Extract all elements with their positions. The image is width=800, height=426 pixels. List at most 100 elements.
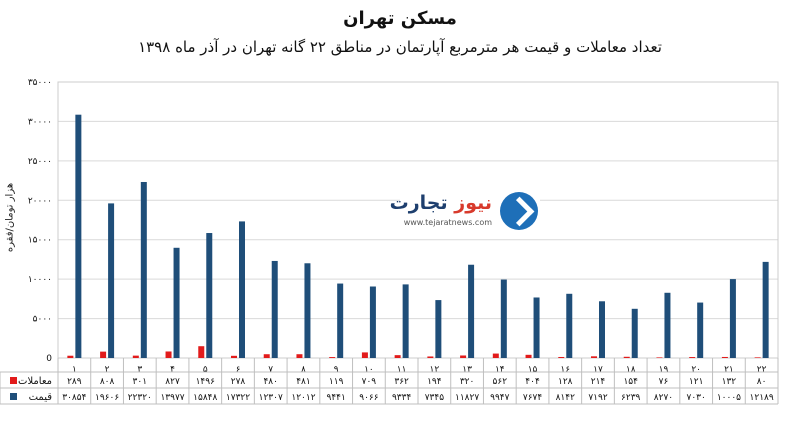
data-label-transactions: ۱۳۲ <box>722 377 737 387</box>
bar-transactions <box>591 356 597 358</box>
data-label-price: ۱۲۰۱۲ <box>291 393 315 403</box>
data-label-transactions: ۱۵۴ <box>623 377 638 387</box>
data-label-price: ۸۲۷۰ <box>654 393 673 403</box>
data-label-price: ۷۶۷۴ <box>523 393 543 403</box>
bar-transactions <box>165 351 172 358</box>
bar-price <box>664 292 671 358</box>
x-tick-label: ۱۴ <box>495 365 505 375</box>
data-label-transactions: ۱۴۹۶ <box>196 377 216 387</box>
data-label-transactions: ۴۸۱ <box>296 377 311 387</box>
bar-price <box>402 284 409 358</box>
data-label-transactions: ۲۸۹ <box>67 377 82 387</box>
data-label-price: ۹۰۶۶ <box>359 393 379 403</box>
bar-price <box>140 181 147 358</box>
chart-title: مسکن تهران <box>343 8 457 29</box>
bar-price <box>533 297 540 358</box>
x-tick-label: ۶ <box>236 365 241 375</box>
x-tick-label: ۱۶ <box>560 365 570 375</box>
legend-key-price <box>10 393 17 400</box>
x-tick-label: ۲۰ <box>691 365 701 375</box>
data-label-price: ۱۳۹۷۷ <box>160 393 184 403</box>
x-tick-label: ۹ <box>334 365 339 375</box>
bar-transactions <box>231 355 237 358</box>
chart-subtitle: تعداد معاملات و قیمت هر مترمربع آپارتمان… <box>138 38 662 56</box>
data-label-transactions: ۱۲۸ <box>558 377 573 387</box>
bar-price <box>566 293 573 358</box>
data-label-price: ۷۰۳۰ <box>687 393 706 403</box>
bar-price <box>435 300 442 358</box>
bar-transactions <box>460 355 467 358</box>
x-tick-label: ۷ <box>268 365 273 375</box>
data-label-price: ۳۰۸۵۴ <box>62 393 86 403</box>
data-label-price: ۱۵۸۴۸ <box>193 393 217 403</box>
bar-price <box>239 221 245 358</box>
data-label-price: ۲۲۳۲۰ <box>128 393 152 403</box>
bar-transactions <box>525 354 532 358</box>
bar-transactions <box>67 355 74 358</box>
bar-transactions <box>689 357 696 358</box>
data-label-transactions: ۳۰۱ <box>133 377 148 387</box>
bar-transactions <box>296 354 303 358</box>
bar-transactions <box>329 357 336 358</box>
data-label-transactions: ۵۶۲ <box>493 377 508 387</box>
data-label-transactions: ۱۹۴ <box>427 377 442 387</box>
data-label-transactions: ۸۰ <box>757 377 767 387</box>
data-label-transactions: ۴۰۴ <box>525 377 540 387</box>
x-tick-label: ۱۷ <box>593 365 603 375</box>
bar-transactions <box>394 355 401 358</box>
x-tick-label: ۱۳ <box>462 365 472 375</box>
tejaratnews-logo: نیوز تجارت www.tejaratnews.com <box>390 190 540 236</box>
bar-price <box>271 260 278 358</box>
data-label-transactions: ۴۸۰ <box>263 377 278 387</box>
legend-label-price: قیمت <box>29 392 53 403</box>
data-label-transactions: ۳۲۰ <box>460 377 475 387</box>
x-tick-label: ۱۸ <box>626 365 636 375</box>
x-tick-label: ۳ <box>137 365 142 375</box>
data-label-transactions: ۳۶۲ <box>394 377 409 387</box>
bar-price <box>729 279 736 358</box>
x-tick-label: ۱۰ <box>364 365 374 375</box>
data-label-transactions: ۱۱۹ <box>329 377 344 387</box>
y-tick-label: ۱۵۰۰۰ <box>28 236 52 246</box>
data-label-price: ۱۹۶۰۶ <box>95 393 119 403</box>
bar-transactions <box>558 356 565 358</box>
x-tick-label: ۲۱ <box>724 365 734 375</box>
bar-transactions <box>721 356 728 358</box>
y-tick-label: ۳۵۰۰۰ <box>28 78 52 88</box>
bar-transactions <box>361 352 368 358</box>
bar-price <box>369 286 376 358</box>
y-tick-label: ۲۰۰۰۰ <box>28 196 52 206</box>
bar-price <box>304 263 311 358</box>
legend-key-transactions <box>10 377 17 384</box>
y-tick-label: ۵۰۰۰ <box>33 315 52 325</box>
bar-price <box>75 114 82 358</box>
y-tick-label: ۳۰۰۰۰ <box>28 117 52 127</box>
bar-transactions <box>623 356 630 358</box>
bar-price <box>631 308 638 358</box>
x-tick-label: ۱۱ <box>397 365 407 375</box>
bar-transactions <box>656 357 663 358</box>
bar-price <box>762 261 769 358</box>
x-tick-label: ۸ <box>301 365 306 375</box>
data-label-transactions: ۲۱۴ <box>591 377 606 387</box>
bar-transactions <box>263 354 270 358</box>
data-label-price: ۱۷۳۲۲ <box>226 393 250 403</box>
bar-transactions <box>492 353 499 358</box>
y-tick-label: ۲۵۰۰۰ <box>28 157 52 167</box>
bar-transactions <box>754 357 761 358</box>
bar-price <box>599 301 605 358</box>
bar-transactions <box>100 351 107 358</box>
data-label-transactions: ۸۰۸ <box>100 377 115 387</box>
data-label-price: ۱۲۳۰۷ <box>259 393 283 403</box>
data-label-price: ۷۱۹۲ <box>588 393 608 403</box>
x-tick-label: ۴ <box>170 365 175 375</box>
bar-price <box>697 302 704 358</box>
legend-label-transactions: معاملات <box>18 376 52 387</box>
data-label-transactions: ۱۲۱ <box>689 377 704 387</box>
x-tick-label: ۱۹ <box>659 365 669 375</box>
data-label-price: ۶۲۳۹ <box>621 393 641 403</box>
bar-price <box>206 233 213 358</box>
bar-transactions <box>427 356 434 358</box>
data-label-price: ۹۴۴۱ <box>327 393 346 403</box>
